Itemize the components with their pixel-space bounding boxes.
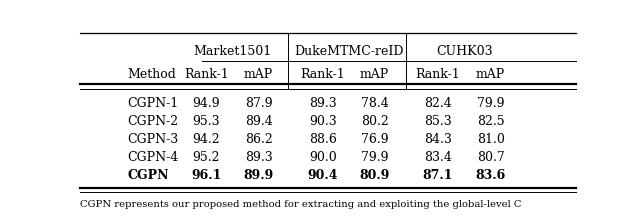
Text: 78.4: 78.4 (361, 97, 388, 110)
Text: 82.5: 82.5 (477, 115, 504, 128)
Text: 82.4: 82.4 (424, 97, 452, 110)
Text: 87.9: 87.9 (244, 97, 273, 110)
Text: 96.1: 96.1 (191, 169, 221, 182)
Text: 94.9: 94.9 (193, 97, 220, 110)
Text: 95.3: 95.3 (193, 115, 220, 128)
Text: 79.9: 79.9 (477, 97, 504, 110)
Text: Method: Method (127, 68, 176, 81)
Text: 76.9: 76.9 (361, 133, 388, 146)
Text: 95.2: 95.2 (193, 151, 220, 164)
Text: 90.0: 90.0 (309, 151, 337, 164)
Text: CGPN: CGPN (127, 169, 168, 182)
Text: 84.3: 84.3 (424, 133, 452, 146)
Text: 88.6: 88.6 (309, 133, 337, 146)
Text: 85.3: 85.3 (424, 115, 452, 128)
Text: 94.2: 94.2 (193, 133, 220, 146)
Text: 90.3: 90.3 (309, 115, 337, 128)
Text: 89.9: 89.9 (243, 169, 274, 182)
Text: 86.2: 86.2 (244, 133, 273, 146)
Text: mAP: mAP (360, 68, 389, 81)
Text: CGPN-3: CGPN-3 (127, 133, 179, 146)
Text: 79.9: 79.9 (361, 151, 388, 164)
Text: 89.3: 89.3 (309, 97, 337, 110)
Text: DukeMTMC-reID: DukeMTMC-reID (294, 45, 404, 58)
Text: CUHK03: CUHK03 (436, 45, 493, 58)
Text: 90.4: 90.4 (308, 169, 339, 182)
Text: Market1501: Market1501 (193, 45, 271, 58)
Text: CGPN-4: CGPN-4 (127, 151, 179, 164)
Text: Rank-1: Rank-1 (416, 68, 461, 81)
Text: mAP: mAP (244, 68, 273, 81)
Text: 80.9: 80.9 (360, 169, 390, 182)
Text: 83.4: 83.4 (424, 151, 452, 164)
Text: CGPN-2: CGPN-2 (127, 115, 179, 128)
Text: Rank-1: Rank-1 (301, 68, 346, 81)
Text: CGPN-1: CGPN-1 (127, 97, 179, 110)
Text: 89.3: 89.3 (244, 151, 273, 164)
Text: 89.4: 89.4 (244, 115, 273, 128)
Text: mAP: mAP (476, 68, 506, 81)
Text: 87.1: 87.1 (423, 169, 453, 182)
Text: 81.0: 81.0 (477, 133, 504, 146)
Text: Rank-1: Rank-1 (184, 68, 229, 81)
Text: 80.2: 80.2 (361, 115, 388, 128)
Text: CGPN represents our proposed method for extracting and exploiting the global-lev: CGPN represents our proposed method for … (80, 200, 522, 209)
Text: 83.6: 83.6 (476, 169, 506, 182)
Text: 80.7: 80.7 (477, 151, 504, 164)
